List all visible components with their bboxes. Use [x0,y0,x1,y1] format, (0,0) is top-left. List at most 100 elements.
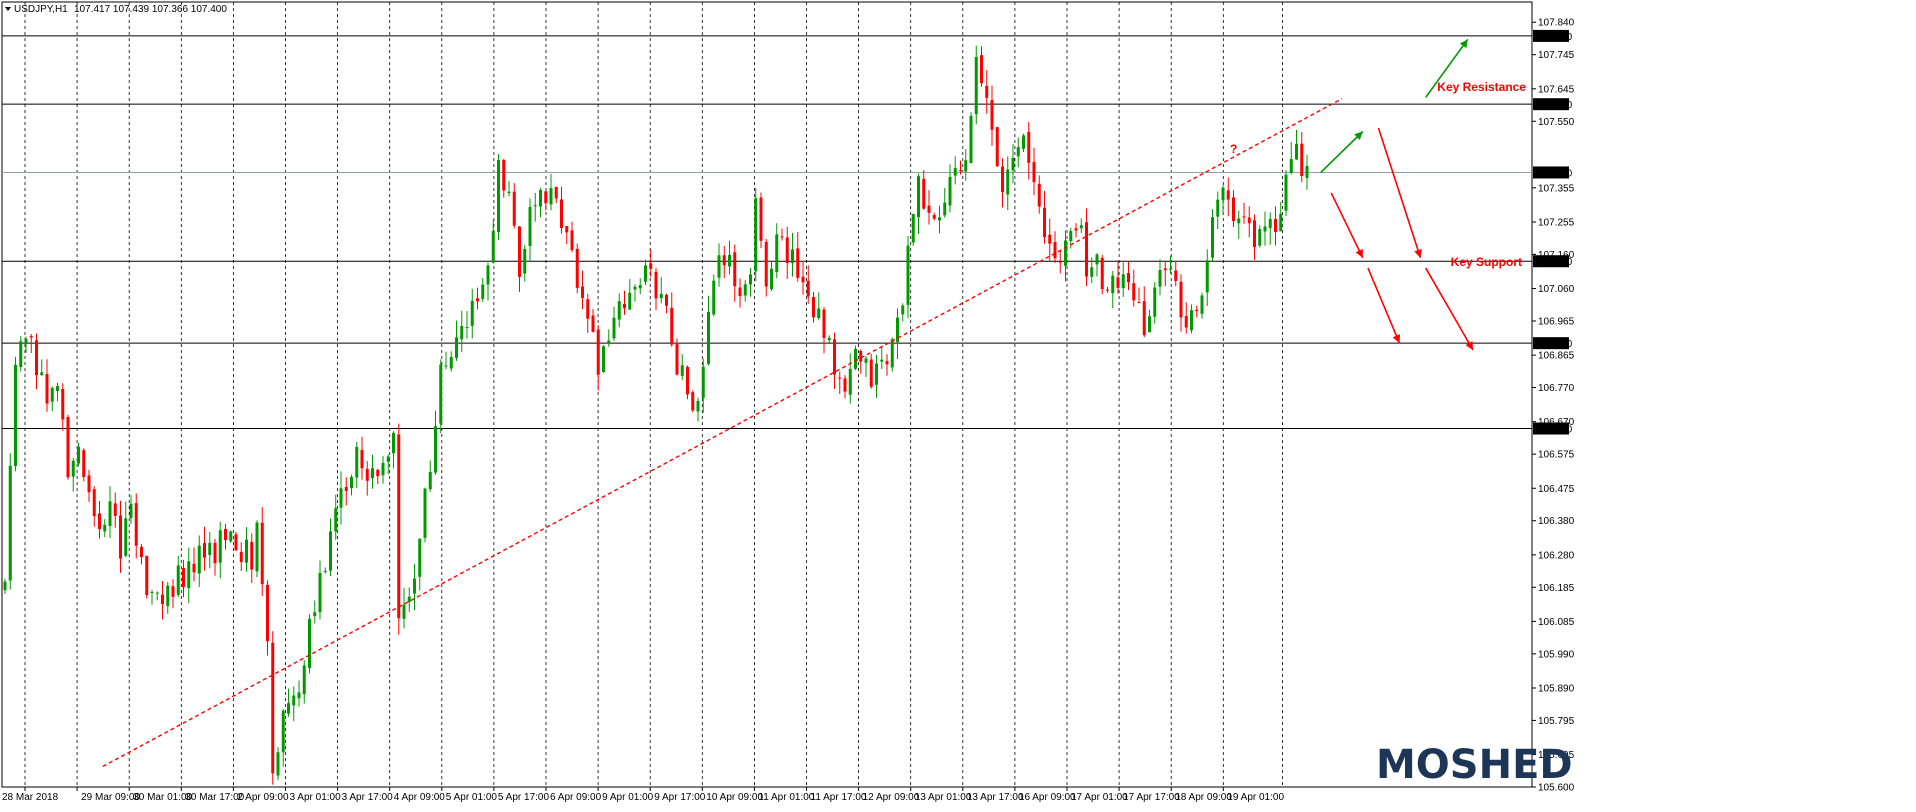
candle [161,580,164,620]
candle-body [623,303,626,309]
y-tick-label: 105.890 [1538,683,1575,694]
candle-body [1153,287,1157,317]
candle [838,371,842,394]
candle-body [145,555,149,596]
candle-body [675,344,679,375]
candle [1058,250,1062,274]
candle-body [1001,166,1004,192]
candle [623,290,626,315]
candle [1300,131,1304,183]
candle-body [302,665,306,695]
x-tick-label: 30 Mar 01:00 [133,792,192,803]
candle-body [308,618,311,668]
candle [176,555,180,597]
y-tick-label: 107.255 [1538,217,1575,228]
candle-body [670,307,674,345]
candle [1111,271,1115,309]
candle [896,308,899,360]
level-price-label: 106.650 [1536,425,1573,436]
candle-body [738,287,742,297]
candle-body [103,524,107,532]
candle-body [1242,216,1246,218]
candle-body [743,284,747,296]
arrow-shaft [1367,267,1401,344]
candle [1095,253,1099,277]
x-tick-label: 6 Apr 09:00 [550,792,602,803]
candle [969,112,973,164]
candle-body [449,356,453,369]
triangle-down-icon[interactable] [5,7,11,11]
candle-body [182,568,185,588]
candle-body [560,199,563,228]
candle [1037,175,1041,214]
candle-body [864,358,868,363]
candle-body [712,280,716,315]
candle-body [812,296,815,318]
candle [407,587,411,613]
candle [712,274,716,317]
candle-body [565,226,569,233]
candle [854,345,857,371]
y-tick-label: 106.575 [1538,450,1575,461]
candle-body [66,417,70,478]
candle-body [29,336,33,338]
candle [659,277,663,304]
candle [103,519,107,538]
candle [302,660,306,704]
candle [1011,143,1015,184]
arrow-shaft [1330,192,1364,259]
candle [1016,137,1020,168]
candle-body [854,348,857,369]
x-tick-label: 18 Apr 09:00 [1175,792,1232,803]
y-tick-label: 106.185 [1538,583,1575,594]
x-tick-label: 4 Apr 09:00 [394,792,446,803]
x-tick-label: 10 Apr 09:00 [706,792,763,803]
candle-body [728,254,731,267]
candle-body [680,365,684,376]
y-tick-label: 107.550 [1538,117,1575,128]
candle [1295,129,1298,161]
candle-body [218,530,222,563]
candle-body [528,207,532,247]
candle-body [1111,275,1115,294]
candle-body [56,386,59,391]
candle-body [1226,190,1230,200]
candle-body [628,292,632,310]
plot-frame [1,1,1533,788]
candle [1237,210,1241,239]
candle [355,441,359,488]
projection-arrow [1377,127,1422,259]
candle [371,454,374,489]
level-price-tag [1533,166,1569,179]
candle-body [754,198,758,272]
projection-arrow [1320,130,1364,174]
candle-body [386,456,390,462]
candle-body [287,703,290,714]
candle-body [19,341,23,368]
candle-body [1106,289,1109,291]
candle-body [1169,268,1172,270]
arrow-shaft [1320,130,1364,174]
candle-body [1253,220,1256,248]
candle-body [245,539,248,563]
candle-body [1037,183,1041,207]
y-tick-label: 105.795 [1538,716,1575,727]
candle-body [413,578,416,594]
candle-body [140,546,143,558]
candle [14,356,17,472]
candle [1289,142,1293,175]
projection-arrow [1330,192,1364,259]
y-tick-label: 107.840 [1538,18,1575,29]
x-tick-label: 17 Apr 17:00 [1123,792,1180,803]
candle [92,486,96,527]
candle [843,375,847,399]
candle [1022,133,1025,152]
candle [995,126,999,168]
trend-line [102,98,1343,768]
candle [313,600,317,624]
candle [533,192,537,222]
candle-body [696,400,700,412]
candle-body [1190,310,1193,331]
candle-body [381,462,385,476]
candle-body [113,503,117,516]
